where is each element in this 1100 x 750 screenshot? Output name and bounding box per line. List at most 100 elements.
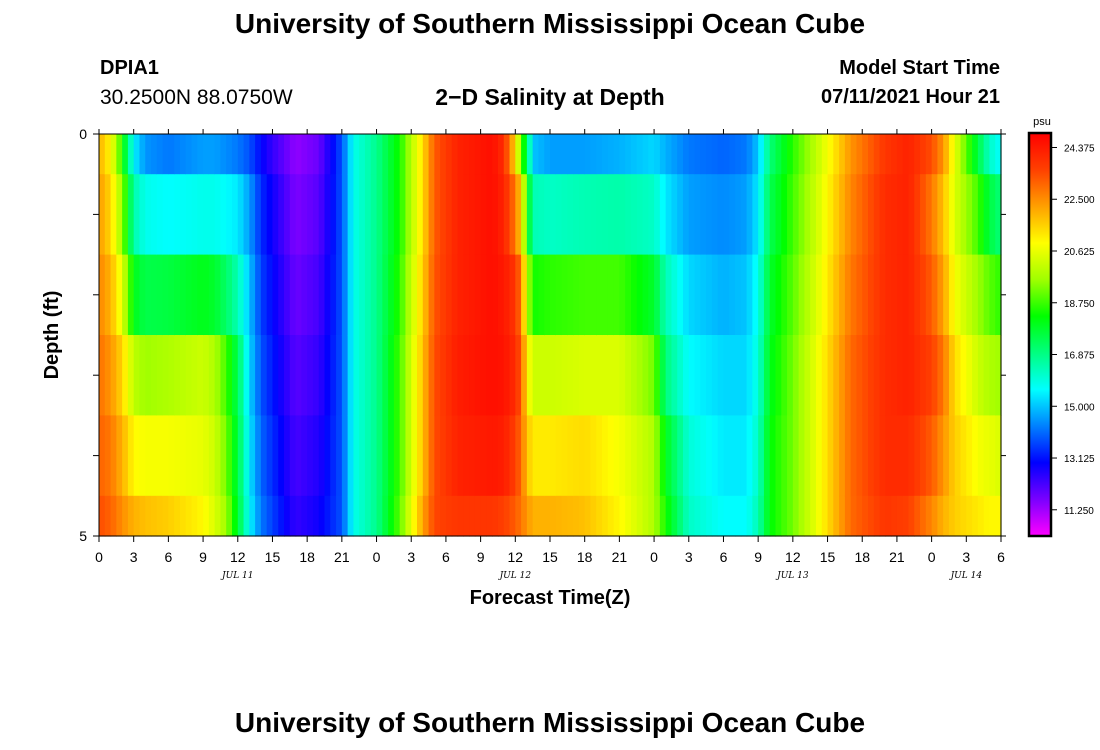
heatmap-cell	[457, 495, 464, 537]
heatmap-cell	[341, 254, 349, 336]
heatmap-cell	[428, 495, 435, 537]
heatmap-cell	[440, 134, 447, 175]
heatmap-cell	[266, 335, 274, 416]
heatmap-cell	[954, 415, 962, 497]
heatmap-cell	[914, 134, 921, 175]
heatmap-cell	[411, 174, 418, 256]
heatmap-cell	[746, 174, 753, 256]
heatmap-cell	[191, 134, 198, 175]
heatmap-cell	[665, 174, 673, 256]
heatmap-cell	[480, 174, 487, 256]
y-axis-label: Depth (ft)	[41, 291, 63, 380]
heatmap-cell	[602, 415, 609, 497]
heatmap-cell	[960, 174, 967, 256]
heatmap-cell	[272, 415, 279, 497]
heatmap-cell	[966, 254, 973, 336]
heatmap-cell	[989, 254, 996, 336]
heatmap-cell	[920, 495, 927, 537]
heatmap-cell	[272, 134, 279, 175]
heatmap-cell	[648, 415, 655, 497]
heatmap-cell	[237, 254, 245, 336]
heatmap-cell	[110, 174, 117, 256]
heatmap-cell	[688, 335, 696, 416]
heatmap-cell	[960, 254, 967, 336]
heatmap-cell	[156, 134, 164, 175]
colorbar-ticks: 24.375 22.500 20.625 18.750 16.875 15.000 13.1…	[1051, 143, 1095, 517]
heatmap-cell	[411, 335, 418, 416]
heatmap-cell	[289, 134, 297, 175]
heatmap-cell	[451, 134, 459, 175]
heatmap-cell	[318, 134, 326, 175]
heatmap-cell	[931, 254, 938, 336]
heatmap-cell	[682, 134, 690, 175]
heatmap-cell	[717, 495, 725, 537]
heatmap-cell	[226, 495, 233, 537]
heatmap-cell	[370, 335, 378, 416]
heatmap-cell	[613, 495, 620, 537]
heatmap-cell	[682, 495, 690, 537]
heatmap-cell	[671, 335, 678, 416]
heatmap-cell	[839, 134, 846, 175]
heatmap-cell	[266, 134, 274, 175]
heatmap-cell	[763, 495, 771, 537]
heatmap-cell	[694, 174, 701, 256]
heatmap-cell	[769, 415, 777, 497]
heatmap-cell	[700, 174, 707, 256]
heatmap-cell	[388, 335, 395, 416]
heatmap-cell	[538, 254, 545, 336]
heatmap-cell	[920, 415, 927, 497]
heatmap-cell	[492, 254, 499, 336]
heatmap-cell	[642, 134, 649, 175]
heatmap-cell	[162, 254, 169, 336]
heatmap-cell	[983, 495, 991, 537]
heatmap-cell	[700, 335, 707, 416]
heatmap-cell	[960, 134, 967, 175]
station-id: DPIA1	[100, 57, 159, 79]
heatmap-cell	[550, 415, 557, 497]
heatmap-cell	[214, 335, 222, 416]
heatmap-cell	[607, 254, 615, 336]
heatmap-cell	[214, 495, 222, 537]
heatmap-cell	[555, 174, 563, 256]
heatmap-cell	[503, 495, 511, 537]
heatmap-cell	[567, 335, 574, 416]
heatmap-cell	[127, 254, 135, 336]
heatmap-cell	[983, 335, 991, 416]
heatmap-cell	[185, 335, 193, 416]
heatmap-cell	[492, 174, 499, 256]
heatmap-cell	[376, 415, 383, 497]
heatmap-cell	[503, 134, 511, 175]
heatmap-cell	[954, 174, 962, 256]
heatmap-cell	[492, 495, 499, 537]
heatmap-cell	[139, 134, 146, 175]
heatmap-cell	[521, 335, 528, 416]
x-tick-label: 12	[785, 549, 801, 565]
heatmap-cell	[914, 254, 921, 336]
x-tick-label: 9	[754, 549, 762, 565]
heatmap-cell	[428, 134, 435, 175]
heatmap-cell	[411, 134, 418, 175]
heatmap-cell	[740, 254, 748, 336]
heatmap-cell	[492, 134, 499, 175]
heatmap-cell	[434, 415, 441, 497]
heatmap-cell	[937, 174, 944, 256]
heatmap-cell	[116, 134, 123, 175]
heatmap-cell	[659, 174, 667, 256]
x-tick-label: 9	[199, 549, 207, 565]
heatmap-cell	[925, 174, 933, 256]
heatmap-cell	[422, 254, 430, 336]
heatmap-cell	[255, 174, 262, 256]
heatmap-cell	[104, 495, 112, 537]
heatmap-cell	[145, 254, 152, 336]
heatmap-cell	[850, 415, 858, 497]
heatmap-cell	[573, 254, 580, 336]
date-label: JUL 14	[949, 571, 983, 581]
x-tick-label: 15	[820, 549, 836, 565]
x-tick-label: 0	[95, 549, 103, 565]
heatmap-cell	[943, 134, 950, 175]
heatmap-cell	[359, 134, 366, 175]
heatmap-cell	[497, 335, 505, 416]
heatmap-cell	[896, 174, 904, 256]
heatmap-cell	[850, 134, 858, 175]
heatmap-cell	[810, 134, 817, 175]
